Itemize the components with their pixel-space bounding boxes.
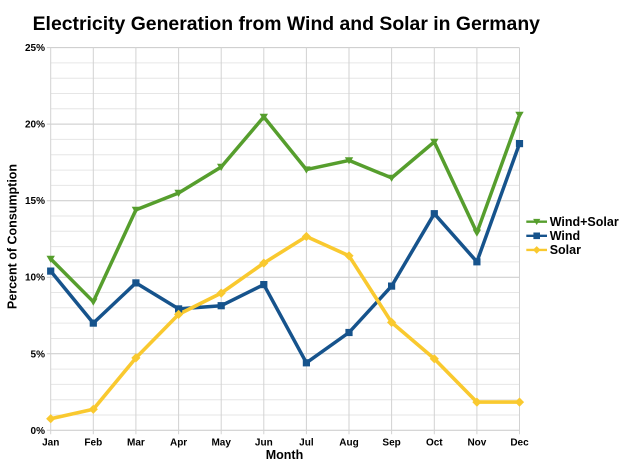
svg-text:15%: 15% [25, 196, 45, 207]
svg-text:20%: 20% [25, 120, 45, 131]
svg-text:Percent of Consumption: Percent of Consumption [6, 164, 20, 309]
svg-text:Jun: Jun [255, 438, 273, 449]
svg-text:Oct: Oct [426, 438, 443, 449]
svg-text:Mar: Mar [127, 438, 145, 449]
svg-text:Apr: Apr [170, 438, 187, 449]
svg-text:May: May [211, 438, 231, 449]
svg-text:Jul: Jul [299, 438, 314, 449]
svg-text:Feb: Feb [84, 438, 102, 449]
svg-text:Dec: Dec [510, 438, 529, 449]
svg-text:5%: 5% [31, 349, 46, 360]
svg-text:Electricity Generation from Wi: Electricity Generation from Wind and Sol… [33, 13, 541, 35]
svg-text:Solar: Solar [550, 243, 581, 257]
svg-text:Month: Month [266, 448, 303, 462]
svg-text:10%: 10% [25, 273, 45, 284]
svg-text:Sep: Sep [382, 438, 400, 449]
svg-text:Jan: Jan [42, 438, 59, 449]
svg-text:0%: 0% [31, 426, 46, 437]
svg-text:Wind: Wind [550, 229, 580, 243]
svg-text:Nov: Nov [467, 438, 486, 449]
svg-text:Aug: Aug [339, 438, 358, 449]
svg-text:Wind+Solar: Wind+Solar [550, 215, 619, 229]
svg-text:25%: 25% [25, 43, 45, 54]
